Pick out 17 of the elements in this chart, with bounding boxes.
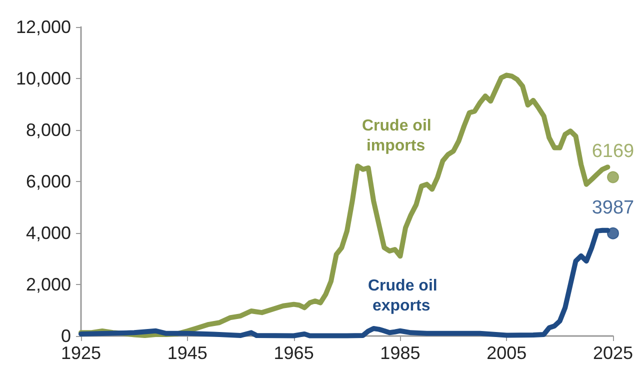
x-tick-label: 1965 bbox=[274, 343, 314, 363]
x-tick-label: 1925 bbox=[60, 343, 102, 363]
x-tick-label: 1945 bbox=[167, 343, 208, 363]
y-tick-label: 10,000 bbox=[16, 68, 71, 88]
y-tick-label: 4,000 bbox=[26, 223, 71, 243]
y-tick-label: 0 bbox=[60, 326, 71, 346]
x-tick-label: 2025 bbox=[592, 343, 634, 363]
data-label: 3987 bbox=[592, 197, 634, 218]
y-tick-label: 8,000 bbox=[26, 120, 71, 140]
series-label: Crude oil exports bbox=[368, 278, 438, 314]
data-label: 6169 bbox=[592, 141, 634, 162]
y-tick-label: 6,000 bbox=[26, 172, 71, 192]
x-tick-label: 2005 bbox=[486, 343, 527, 363]
y-tick-label: 2,000 bbox=[26, 274, 71, 294]
series-label: Crude oil imports bbox=[362, 118, 432, 154]
x-tick-label: 1985 bbox=[380, 343, 420, 363]
y-tick-label: 12,000 bbox=[16, 17, 71, 37]
